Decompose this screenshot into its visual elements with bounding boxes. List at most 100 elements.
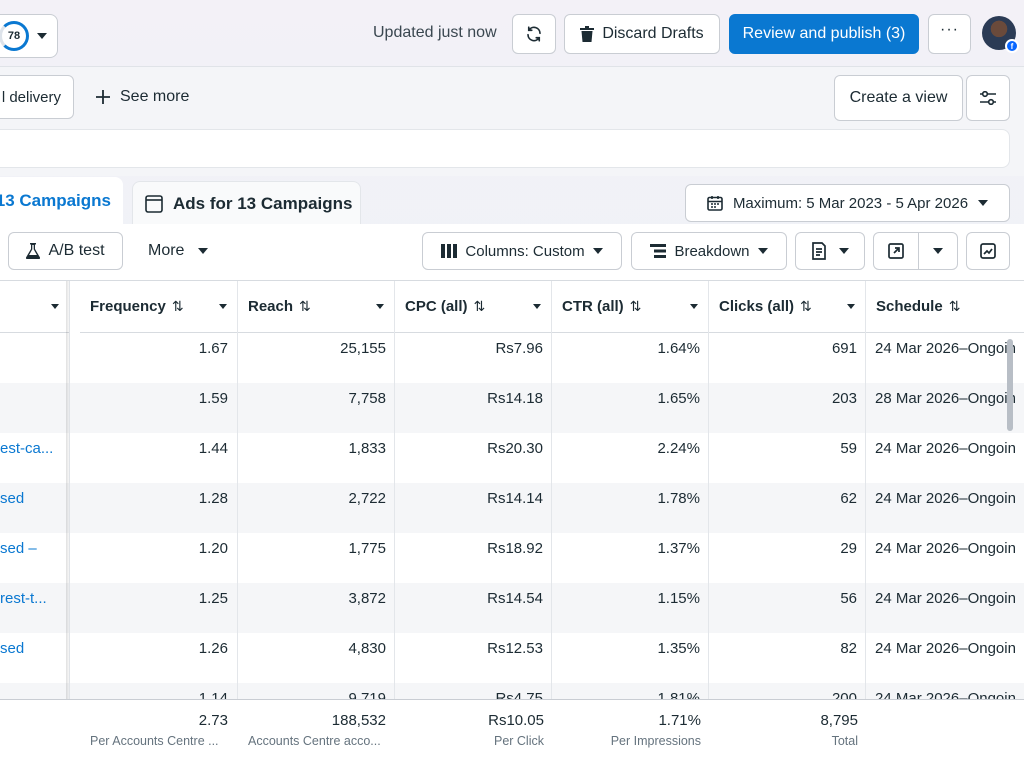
table-row[interactable]: 1.67 25,155 Rs7.96 1.64% 691 24 Mar 2026–Ongo… — [0, 333, 1024, 383]
more-actions-label: More — [148, 242, 185, 259]
refresh-icon — [527, 26, 541, 42]
date-range-label: Maximum: 5 Mar 2023 - 5 Apr 2026 — [732, 194, 969, 212]
columns-label: Columns: Custom — [465, 242, 585, 260]
header-schedule[interactable]: Schedule ⇅ — [866, 281, 1024, 333]
more-actions-dropdown[interactable]: More — [148, 242, 209, 260]
sort-icon[interactable]: ⇅ — [299, 298, 311, 314]
header-cpc-label: CPC (all) — [405, 298, 468, 315]
chevron-down-icon[interactable] — [933, 248, 943, 254]
sort-icon[interactable]: ⇅ — [473, 298, 486, 314]
header-ctr[interactable]: CTR (all) ⇅ — [552, 281, 708, 333]
sort-icon[interactable]: ⇅ — [948, 298, 961, 314]
chevron-down-icon[interactable] — [376, 304, 384, 309]
frozen-column-shadow — [66, 281, 70, 768]
cell-schedule: 24 Mar 2026–Ongoin — [875, 340, 1016, 357]
cell-name[interactable]: sed — [0, 640, 25, 657]
cell-clicks: 29 — [840, 540, 857, 557]
cell-name[interactable]: est-ca... — [0, 440, 52, 457]
cell-clicks: 62 — [840, 490, 857, 507]
breakdown-dropdown[interactable]: Breakdown — [631, 232, 787, 270]
cell-schedule: 24 Mar 2026–Ongoin — [875, 440, 1016, 457]
cell-schedule: 24 Mar 2026–Ongoin — [875, 590, 1016, 607]
chevron-down-icon[interactable] — [219, 304, 227, 309]
search-filter-bar[interactable] — [0, 129, 1010, 168]
cell-frequency: 1.25 — [198, 590, 228, 607]
score-ring: 78 — [0, 21, 29, 51]
summary-reach: 188,532 — [331, 712, 386, 729]
ab-test-button[interactable]: A/B test — [8, 232, 123, 270]
cell-frequency: 1.67 — [198, 340, 228, 357]
export-button-group[interactable] — [873, 232, 958, 270]
chevron-down-icon[interactable] — [690, 304, 698, 309]
table-row[interactable]: sed 1.28 2,722 Rs14.14 1.78% 62 24 Mar 2026–On… — [0, 483, 1024, 533]
create-view-button[interactable]: Create a view — [834, 75, 963, 121]
chevron-down-icon[interactable] — [51, 304, 59, 309]
see-more-button[interactable]: See more — [96, 88, 189, 106]
see-more-label: See more — [120, 88, 190, 105]
sort-icon[interactable]: ⇅ — [800, 298, 812, 314]
header-schedule-label: Schedule — [876, 298, 943, 315]
reports-dropdown[interactable] — [795, 232, 865, 270]
cell-schedule: 24 Mar 2026–Ongoin — [875, 640, 1016, 657]
table-summary-row: 2.73 Per Accounts Centre ... 188,532 Acc… — [0, 699, 1024, 768]
avatar[interactable]: f — [982, 16, 1019, 53]
header-clicks[interactable]: Clicks (all) ⇅ — [709, 281, 865, 333]
reports-icon — [812, 242, 826, 260]
tab-ads-label: Ads for 13 Campaigns — [173, 193, 353, 213]
cell-name[interactable]: rest-t... — [0, 590, 47, 607]
divider — [918, 232, 919, 270]
table-row[interactable]: sed – 1.20 1,775 Rs18.92 1.37% 29 24 Mar 2026–… — [0, 533, 1024, 583]
column-schedule: Schedule ⇅ — [866, 281, 1024, 768]
tab-ads[interactable]: Ads for 13 Campaigns — [132, 181, 361, 225]
cell-frequency: 1.44 — [198, 440, 228, 457]
more-options-button[interactable]: ··· — [928, 14, 971, 54]
chevron-down-icon[interactable] — [847, 304, 855, 309]
breakdown-icon — [650, 244, 667, 258]
header-frequency-label: Frequency — [90, 298, 166, 315]
header-frequency[interactable]: Frequency ⇅ — [80, 281, 237, 333]
cell-schedule: 24 Mar 2026–Ongoin — [875, 490, 1016, 507]
cell-reach: 3,872 — [348, 590, 386, 607]
summary-frequency-sub: Per Accounts Centre ... — [90, 734, 219, 748]
table-row[interactable]: sed 1.26 4,830 Rs12.53 1.35% 82 24 Mar 2026–On… — [0, 633, 1024, 683]
cell-reach: 4,830 — [348, 640, 386, 657]
cell-name[interactable]: sed – — [0, 540, 37, 557]
chevron-down-icon — [757, 248, 768, 254]
summary-reach-sub: Accounts Centre acco... — [248, 734, 381, 748]
columns-dropdown[interactable]: Columns: Custom — [422, 232, 622, 270]
cell-reach: 25,155 — [340, 340, 386, 357]
delivery-filter-chip[interactable]: l delivery — [0, 75, 74, 119]
cell-ctr: 1.65% — [657, 390, 700, 407]
table-row[interactable]: rest-t... 1.25 3,872 Rs14.54 1.15% 56 24 Mar 2… — [0, 583, 1024, 633]
export-icon[interactable] — [888, 243, 904, 259]
cell-reach: 1,833 — [348, 440, 386, 457]
table-row[interactable]: 1.59 7,758 Rs14.18 1.65% 203 28 Mar 2026–Ongo… — [0, 383, 1024, 433]
opportunity-score-button[interactable]: 78 — [0, 14, 58, 58]
summary-clicks: 8,795 — [820, 712, 858, 729]
cell-name[interactable]: sed — [0, 490, 25, 507]
cell-cpc: Rs7.96 — [495, 340, 543, 357]
review-and-publish-button[interactable]: Review and publish (3) — [729, 14, 919, 54]
cell-clicks: 56 — [840, 590, 857, 607]
chevron-down-icon — [839, 248, 849, 254]
view-settings-button[interactable] — [966, 75, 1010, 121]
updated-status: Updated just now — [373, 24, 497, 41]
table-row[interactable]: est-ca... 1.44 1,833 Rs20.30 2.24% 59 24 Mar 2… — [0, 433, 1024, 483]
refresh-button[interactable] — [512, 14, 556, 54]
facebook-badge-icon: f — [1005, 39, 1019, 53]
cell-ctr: 1.37% — [657, 540, 700, 557]
cell-frequency: 1.59 — [198, 390, 228, 407]
sort-icon[interactable]: ⇅ — [629, 298, 642, 314]
vertical-scrollbar[interactable] — [1007, 339, 1013, 431]
sort-icon[interactable]: ⇅ — [171, 298, 184, 314]
date-range-picker[interactable]: Maximum: 5 Mar 2023 - 5 Apr 2026 — [685, 184, 1010, 222]
chevron-down-icon[interactable] — [533, 304, 541, 309]
header-name[interactable] — [0, 281, 69, 333]
chart-view-button[interactable] — [966, 232, 1010, 270]
tab-campaigns[interactable]: 13 Campaigns — [0, 177, 123, 225]
column-reach: Reach ⇅ — [238, 281, 395, 768]
discard-drafts-button[interactable]: Discard Drafts — [564, 14, 720, 54]
cell-clicks: 59 — [840, 440, 857, 457]
header-reach[interactable]: Reach ⇅ — [238, 281, 394, 333]
header-cpc[interactable]: CPC (all) ⇅ — [395, 281, 551, 333]
